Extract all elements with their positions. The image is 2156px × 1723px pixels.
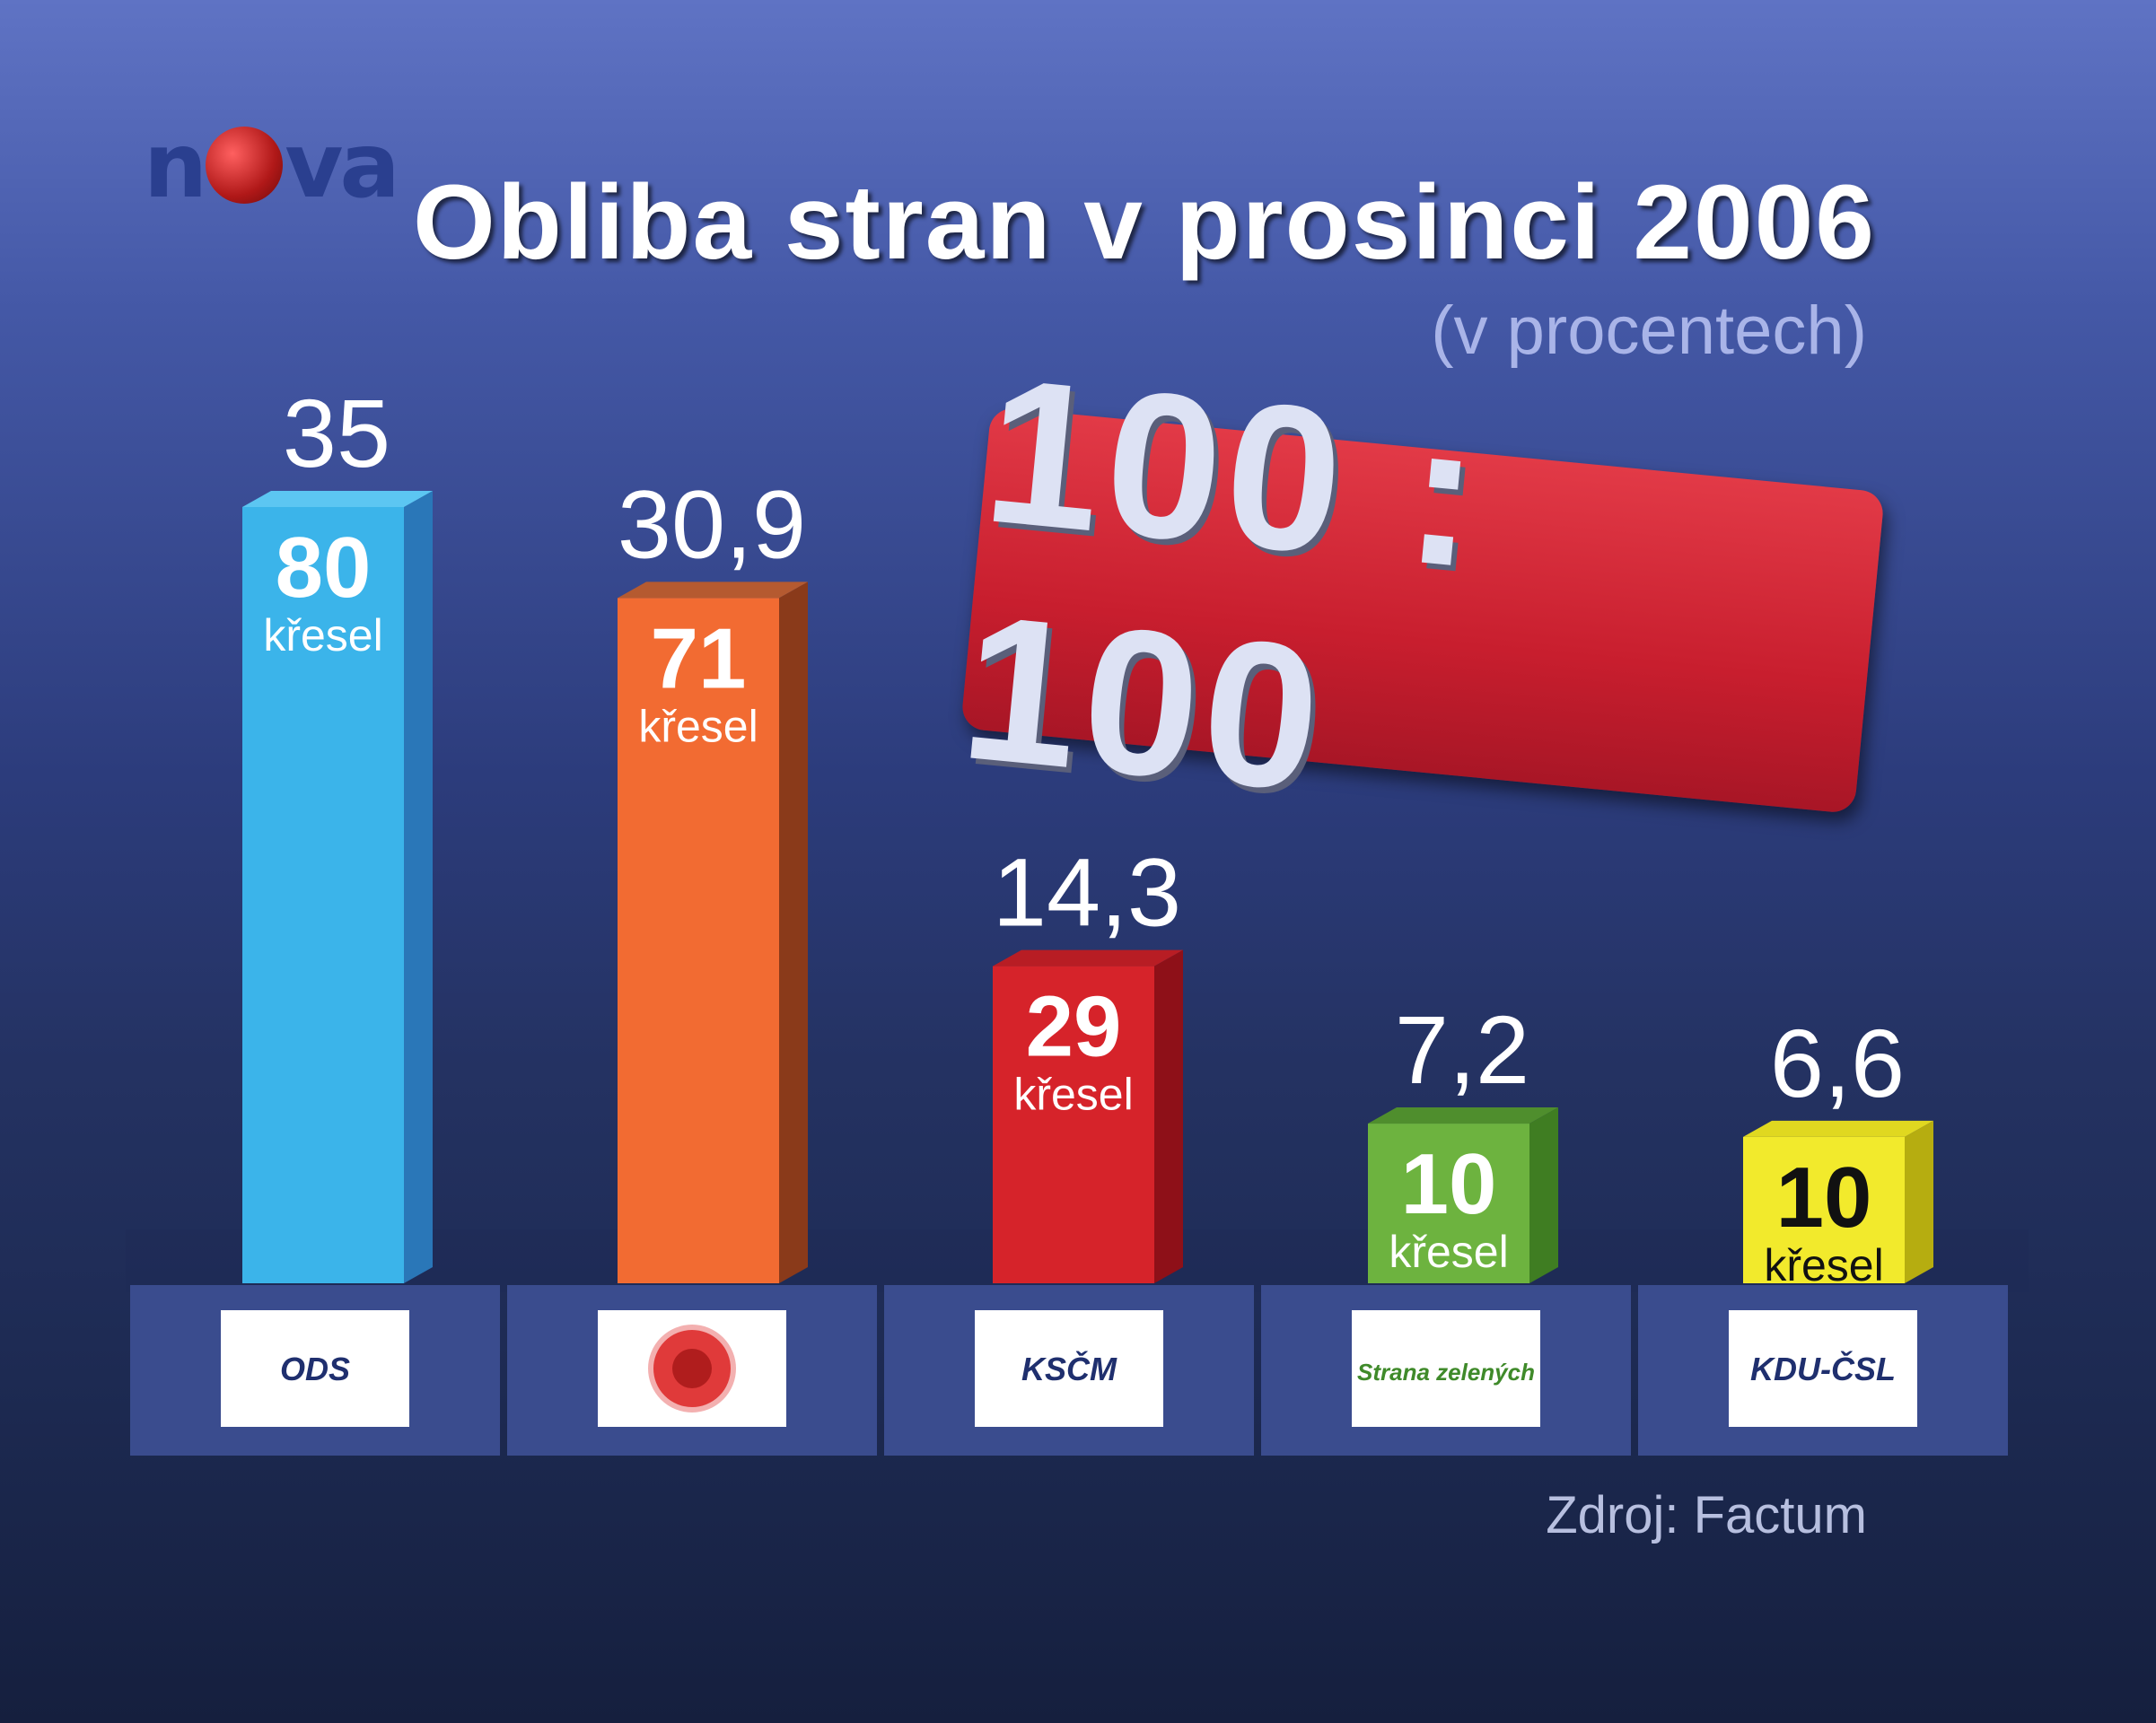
chart-title: Obliba stran v prosinci 2006 [413,163,1876,282]
seats-value: 10 [1401,1136,1497,1232]
party-logo-box [221,1310,409,1427]
bar-top [618,582,808,599]
party-logo-label: KDU-ČSL [1750,1350,1896,1387]
bar-side [779,582,808,1283]
bar [1743,1136,1905,1283]
seats-unit: křesel [263,610,382,660]
bar-top [242,491,433,507]
source-note: Zdroj: Factum [1546,1486,1867,1544]
bar [1368,1124,1529,1283]
value-label: 30,9 [618,469,806,578]
bar-side [1905,1120,1933,1283]
value-label: 14,3 [993,838,1181,947]
seats-unit: křesel [638,701,758,751]
seats-unit: křesel [1764,1240,1883,1290]
party-logo-label: ODS [280,1351,350,1387]
bar [242,507,404,1283]
nova-logo-ball [206,127,284,204]
bar-side [1529,1107,1558,1283]
seats-value: 10 [1776,1150,1872,1246]
bar [993,966,1154,1283]
party-logo-label: KSČM [1021,1350,1117,1387]
seat-tie-text: 100 : 100 [953,334,1494,835]
rose-center-icon [672,1349,712,1388]
nova-logo: n va [144,113,400,218]
chart-subtitle: (v procentech) [1431,293,1867,369]
value-label: 7,2 [1395,995,1529,1104]
bar-top [993,949,1183,966]
seat-tie-badge: 100 : 100 [953,334,1885,835]
seats-value: 71 [651,610,747,706]
bar-top [1743,1120,1933,1137]
party-logo-box [1729,1310,1917,1427]
seats-unit: křesel [1013,1070,1133,1120]
value-label: 35 [283,379,390,487]
seats-value: 29 [1026,979,1122,1075]
bar-side [404,491,433,1283]
party-logo-box [1352,1310,1540,1427]
seats-value: 80 [276,520,372,616]
seats-unit: křesel [1389,1227,1508,1277]
bar-top [1368,1107,1558,1124]
bar [618,598,779,1283]
party-logo-box [975,1310,1163,1427]
value-label: 6,6 [1770,1009,1905,1117]
bar-side [1154,949,1183,1283]
party-logo-label: Strana zelených [1357,1359,1535,1386]
